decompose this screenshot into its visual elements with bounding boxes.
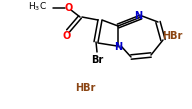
Text: O: O bbox=[63, 31, 71, 41]
Text: $\mathregular{H_3C}$: $\mathregular{H_3C}$ bbox=[28, 1, 47, 13]
Text: HBr: HBr bbox=[75, 83, 95, 93]
Text: O: O bbox=[65, 3, 73, 13]
Text: N: N bbox=[134, 11, 142, 21]
Text: N: N bbox=[114, 42, 122, 52]
Text: Br: Br bbox=[91, 55, 103, 65]
Text: HBr: HBr bbox=[162, 31, 182, 41]
